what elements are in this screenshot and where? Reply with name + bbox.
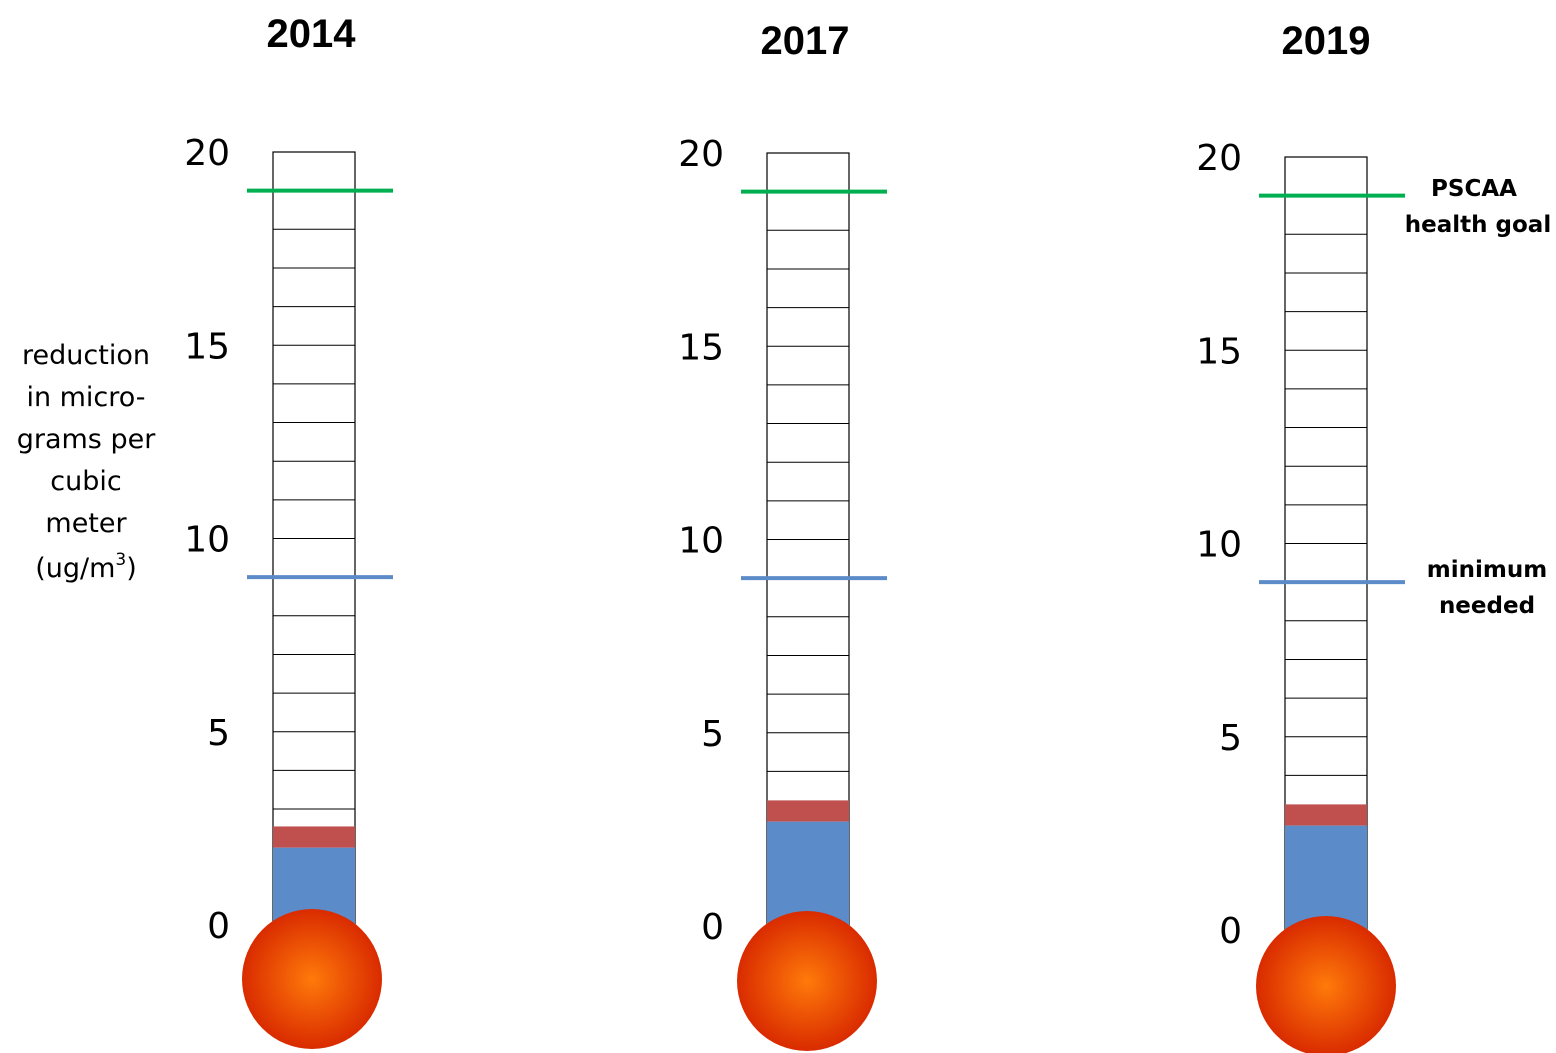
minimum-needed-label-line: needed — [1439, 593, 1535, 619]
y-axis-label-line: reduction — [22, 340, 150, 371]
y-axis-label-unit: (ug/m3) — [35, 550, 137, 584]
minimum-needed-label-line: minimum — [1427, 557, 1547, 583]
thermometer-2017: 2017 0 5 10 15 20 — [678, 19, 887, 1051]
y-tick-label: 20 — [1196, 138, 1242, 179]
y-tick-label: 10 — [678, 521, 724, 562]
thermometer-title: 2014 — [267, 12, 357, 56]
y-axis-unit-prefix: (ug/m — [35, 553, 115, 584]
y-tick-label: 15 — [678, 327, 724, 368]
y-tick-label: 20 — [184, 133, 230, 174]
y-tick-label: 0 — [207, 906, 230, 947]
y-axis-label-line: meter — [45, 508, 127, 539]
y-tick-label: 10 — [184, 520, 230, 561]
increment-fill — [767, 800, 849, 822]
thermometer-bulb — [242, 909, 382, 1049]
y-tick-label: 15 — [1196, 331, 1242, 372]
y-axis-label-line: grams per — [17, 424, 156, 455]
y-tick-label: 10 — [1196, 525, 1242, 566]
thermometer-title: 2019 — [1282, 19, 1371, 63]
thermometer-title: 2017 — [761, 19, 850, 63]
thermometer-bulb — [737, 911, 877, 1051]
y-tick-label: 5 — [207, 713, 230, 754]
health-goal-label-line: health goal — [1405, 212, 1551, 238]
y-tick-label: 0 — [701, 907, 724, 948]
y-axis-unit-sup: 3 — [115, 550, 126, 570]
y-tick-label: 5 — [701, 714, 724, 755]
y-tick-label: 15 — [184, 326, 230, 367]
y-axis-label-line: cubic — [50, 466, 121, 497]
health-goal-label-line: PSCAA — [1431, 176, 1517, 202]
y-tick-label: 20 — [678, 134, 724, 175]
thermometer-2014: 2014 0 5 10 15 20 — [184, 12, 393, 1049]
increment-fill — [1285, 804, 1367, 826]
y-tick-label: 0 — [1219, 911, 1242, 952]
thermometer-2019: 2019 0 5 10 15 20 — [1196, 19, 1405, 1053]
increment-fill — [273, 826, 355, 848]
y-tick-label: 5 — [1219, 718, 1242, 759]
y-axis-label-line: in micro- — [26, 382, 145, 413]
thermometer-bulb — [1256, 916, 1396, 1053]
y-axis-unit-suffix: ) — [126, 553, 137, 584]
